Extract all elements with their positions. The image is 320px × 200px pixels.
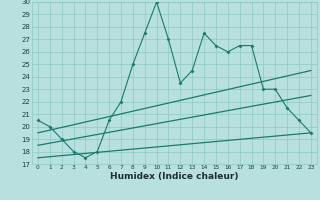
X-axis label: Humidex (Indice chaleur): Humidex (Indice chaleur) xyxy=(110,172,239,181)
